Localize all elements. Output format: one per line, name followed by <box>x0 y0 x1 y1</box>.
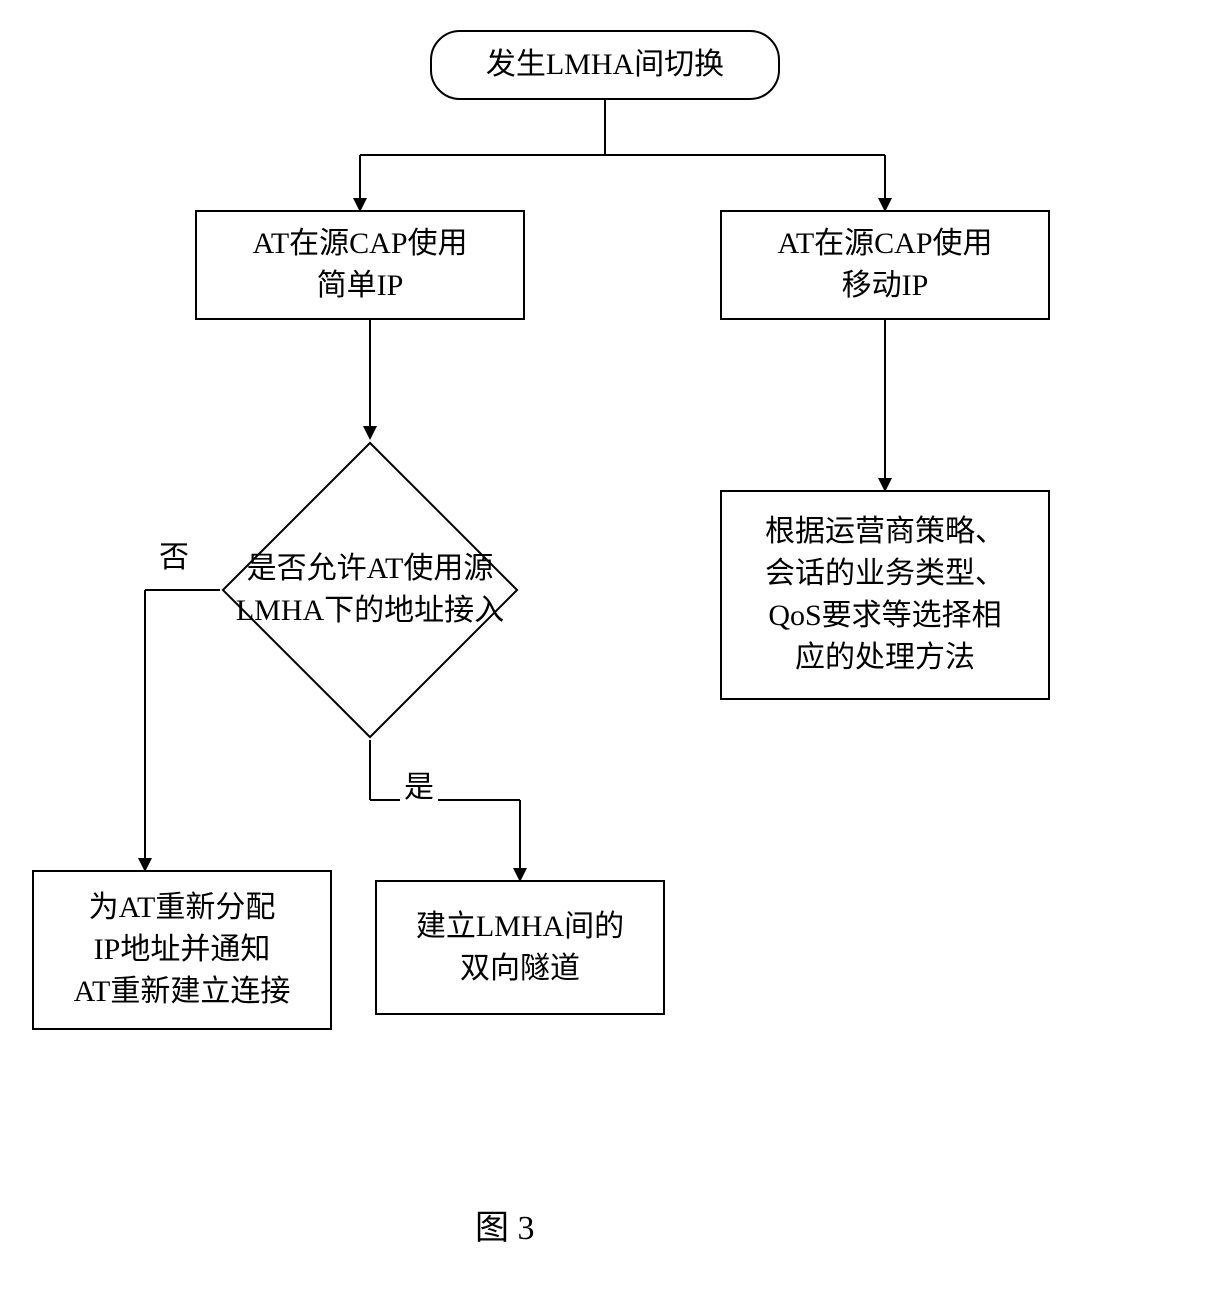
start-label: 发生LMHA间切换 <box>486 44 724 86</box>
simple-ip-label: AT在源CAP使用简单IP <box>252 223 467 307</box>
edge-label-yes: 是 <box>400 760 438 808</box>
decision-node: 是否允许AT使用源LMHA下的地址接入 <box>180 540 560 640</box>
tunnel-label: 建立LMHA间的双向隧道 <box>416 906 624 990</box>
mobile-ip-node: AT在源CAP使用移动IP <box>720 210 1050 320</box>
mobile-ip-label: AT在源CAP使用移动IP <box>777 223 992 307</box>
policy-label: 根据运营商策略、会话的业务类型、QoS要求等选择相应的处理方法 <box>765 511 1005 679</box>
reassign-label: 为AT重新分配IP地址并通知AT重新建立连接 <box>74 887 291 1013</box>
policy-node: 根据运营商策略、会话的业务类型、QoS要求等选择相应的处理方法 <box>720 490 1050 700</box>
reassign-node: 为AT重新分配IP地址并通知AT重新建立连接 <box>32 870 332 1030</box>
figure-caption: 图 3 <box>475 1200 535 1249</box>
tunnel-node: 建立LMHA间的双向隧道 <box>375 880 665 1015</box>
start-node: 发生LMHA间切换 <box>430 30 780 100</box>
simple-ip-node: AT在源CAP使用简单IP <box>195 210 525 320</box>
decision-label: 是否允许AT使用源LMHA下的地址接入 <box>236 548 504 632</box>
